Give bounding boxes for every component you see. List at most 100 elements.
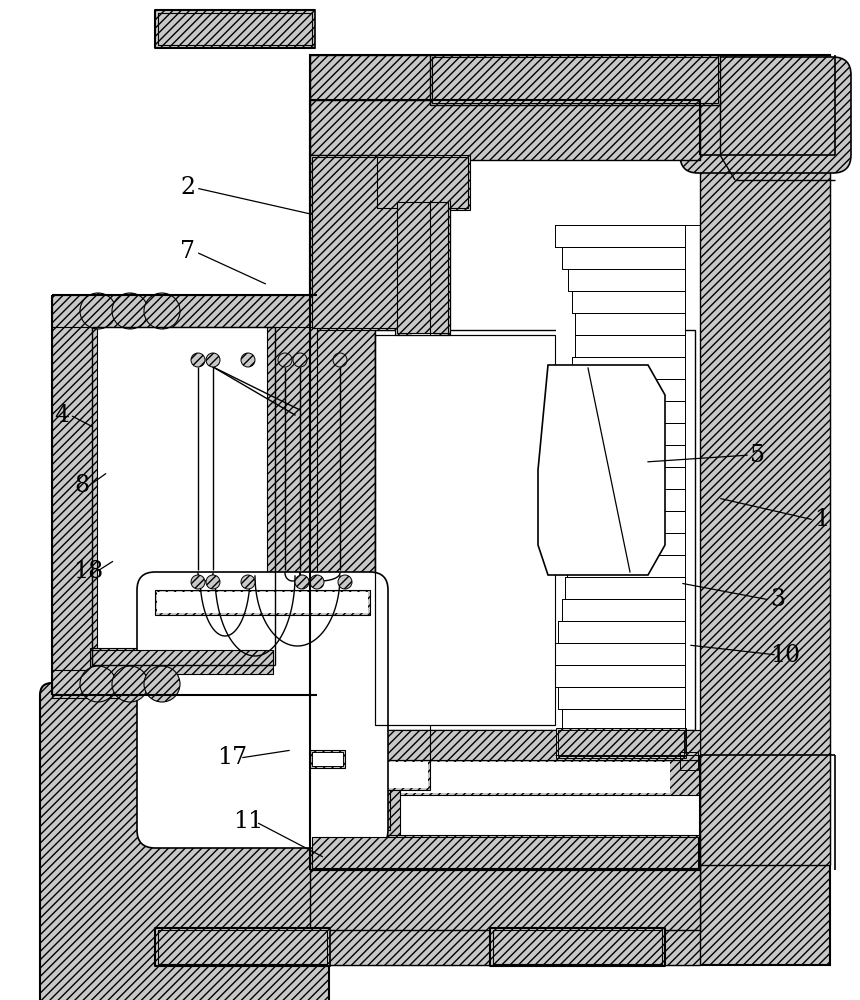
Bar: [555, 643, 685, 665]
Bar: [312, 157, 428, 233]
Bar: [493, 930, 662, 964]
Bar: [90, 648, 275, 676]
Text: 4: 4: [54, 403, 70, 426]
FancyBboxPatch shape: [680, 57, 851, 173]
Circle shape: [241, 575, 255, 589]
Bar: [575, 313, 685, 335]
Circle shape: [310, 575, 324, 589]
Text: 5: 5: [751, 444, 765, 466]
Bar: [377, 157, 468, 208]
Bar: [558, 621, 685, 643]
Bar: [310, 730, 700, 760]
Bar: [562, 599, 685, 621]
Bar: [375, 155, 470, 210]
Bar: [92, 650, 273, 674]
Bar: [568, 731, 685, 753]
Bar: [565, 577, 685, 599]
Bar: [52, 295, 317, 327]
Bar: [555, 225, 685, 247]
Bar: [310, 55, 830, 965]
Circle shape: [112, 666, 148, 702]
Circle shape: [112, 293, 148, 329]
Bar: [395, 200, 450, 335]
Bar: [562, 247, 685, 269]
Bar: [320, 762, 670, 793]
FancyBboxPatch shape: [137, 572, 388, 848]
Bar: [490, 928, 665, 966]
Bar: [562, 489, 685, 511]
Text: 18: 18: [73, 560, 103, 584]
Bar: [412, 205, 434, 335]
Bar: [555, 643, 685, 665]
Bar: [555, 665, 685, 687]
Bar: [310, 155, 375, 865]
Bar: [312, 752, 343, 766]
Text: 3: 3: [771, 588, 785, 611]
Bar: [562, 401, 685, 423]
Bar: [310, 100, 700, 160]
Circle shape: [80, 666, 116, 702]
Bar: [310, 760, 430, 790]
Circle shape: [333, 353, 347, 367]
Circle shape: [278, 353, 292, 367]
Bar: [310, 760, 700, 795]
Bar: [312, 752, 343, 766]
Circle shape: [206, 353, 220, 367]
Circle shape: [295, 575, 309, 589]
Bar: [312, 157, 428, 233]
Circle shape: [144, 293, 180, 329]
Circle shape: [191, 353, 205, 367]
Bar: [90, 320, 280, 695]
Polygon shape: [538, 365, 665, 575]
Circle shape: [80, 293, 116, 329]
Bar: [310, 750, 345, 768]
Bar: [567, 555, 685, 577]
Bar: [555, 423, 685, 445]
Bar: [157, 592, 368, 613]
Bar: [158, 13, 312, 45]
Text: 8: 8: [75, 474, 89, 496]
Bar: [312, 157, 398, 328]
Bar: [312, 157, 398, 328]
Bar: [562, 401, 685, 423]
Bar: [375, 330, 695, 730]
Bar: [568, 269, 685, 291]
Text: 10: 10: [770, 644, 800, 666]
Bar: [572, 291, 685, 313]
Bar: [312, 792, 388, 828]
Bar: [377, 157, 468, 208]
Bar: [558, 687, 685, 709]
Bar: [558, 467, 685, 489]
Circle shape: [241, 353, 255, 367]
Bar: [52, 295, 97, 695]
Bar: [572, 357, 685, 379]
Bar: [155, 590, 370, 615]
Bar: [567, 555, 685, 577]
Bar: [680, 752, 698, 770]
Bar: [555, 225, 685, 247]
Bar: [558, 730, 684, 756]
Bar: [310, 835, 700, 870]
Bar: [562, 709, 685, 731]
Bar: [310, 865, 700, 930]
Bar: [155, 10, 315, 48]
Bar: [430, 55, 720, 105]
Bar: [565, 511, 685, 533]
Bar: [555, 445, 685, 467]
Bar: [575, 335, 685, 357]
Bar: [568, 731, 685, 753]
Text: 11: 11: [233, 810, 263, 834]
Bar: [572, 357, 685, 379]
Bar: [493, 930, 662, 964]
Bar: [312, 837, 698, 868]
Bar: [92, 650, 273, 674]
Bar: [565, 577, 685, 599]
Bar: [375, 335, 555, 725]
Bar: [310, 155, 400, 330]
Bar: [562, 247, 685, 269]
Bar: [158, 930, 327, 964]
Bar: [312, 837, 698, 868]
Bar: [432, 57, 718, 103]
Bar: [562, 599, 685, 621]
Bar: [558, 621, 685, 643]
